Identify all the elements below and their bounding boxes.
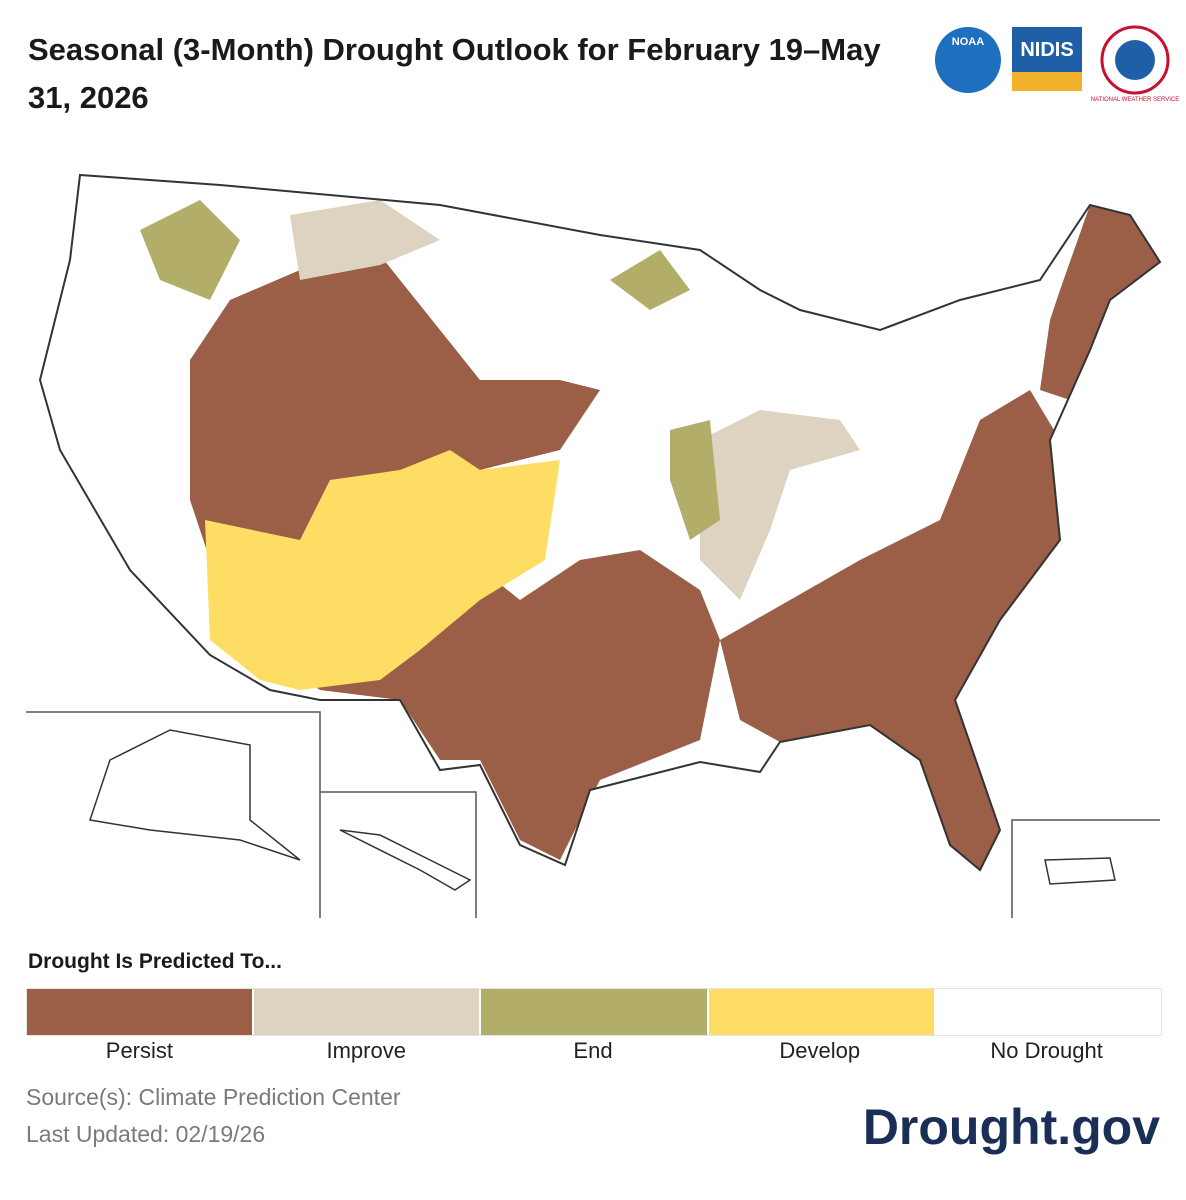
persist-northeast xyxy=(1040,205,1160,400)
legend-title: Drought Is Predicted To... xyxy=(28,950,282,973)
legend-label: Persist xyxy=(105,1038,174,1063)
noaa-text: NOAA xyxy=(952,36,984,48)
legend-swatch xyxy=(481,989,709,1035)
map: NOAA NIDIS NATIONAL WEATHER SERVICE xyxy=(26,25,1179,918)
nidis-band xyxy=(1012,72,1082,91)
legend-swatch xyxy=(708,989,936,1035)
legend-swatch xyxy=(27,989,255,1035)
nws-center xyxy=(1115,40,1155,80)
legend-label: Develop xyxy=(779,1038,861,1063)
improve-midwest xyxy=(700,410,860,600)
source: Source(s): Climate Prediction Center xyxy=(26,1084,401,1110)
legend-label: Improve xyxy=(326,1038,406,1063)
end-missouri xyxy=(670,420,720,540)
persist-southeast xyxy=(720,390,1060,870)
legend-label: No Drought xyxy=(990,1038,1103,1063)
logos: NOAA NIDIS NATIONAL WEATHER SERVICE xyxy=(935,25,1179,103)
nidis-text: NIDIS xyxy=(1020,39,1073,61)
legend-label: End xyxy=(573,1038,613,1063)
legend-bar xyxy=(26,988,1162,1036)
map-title: Seasonal (3-Month) Drought Outlook for F… xyxy=(28,32,881,115)
legend-swatch xyxy=(935,989,1162,1035)
legend-swatch xyxy=(254,989,482,1035)
hawaii xyxy=(339,829,472,891)
brand: Drought.gov xyxy=(862,1099,1160,1155)
end-northwest xyxy=(140,200,240,300)
alaska xyxy=(89,729,301,861)
develop-southwest xyxy=(205,450,560,690)
last-updated: Last Updated: 02/19/26 xyxy=(26,1121,266,1147)
noaa-logo xyxy=(935,27,1001,93)
us-outline xyxy=(38,173,1162,872)
puerto-rico xyxy=(1044,857,1116,885)
improve-montana xyxy=(290,200,440,280)
legend-labels: Persist Improve End Develop No Drought xyxy=(26,1038,1160,1064)
end-minnesota xyxy=(610,250,690,310)
inset-frames xyxy=(26,711,1160,918)
nws-text: NATIONAL WEATHER SERVICE xyxy=(1091,97,1179,103)
